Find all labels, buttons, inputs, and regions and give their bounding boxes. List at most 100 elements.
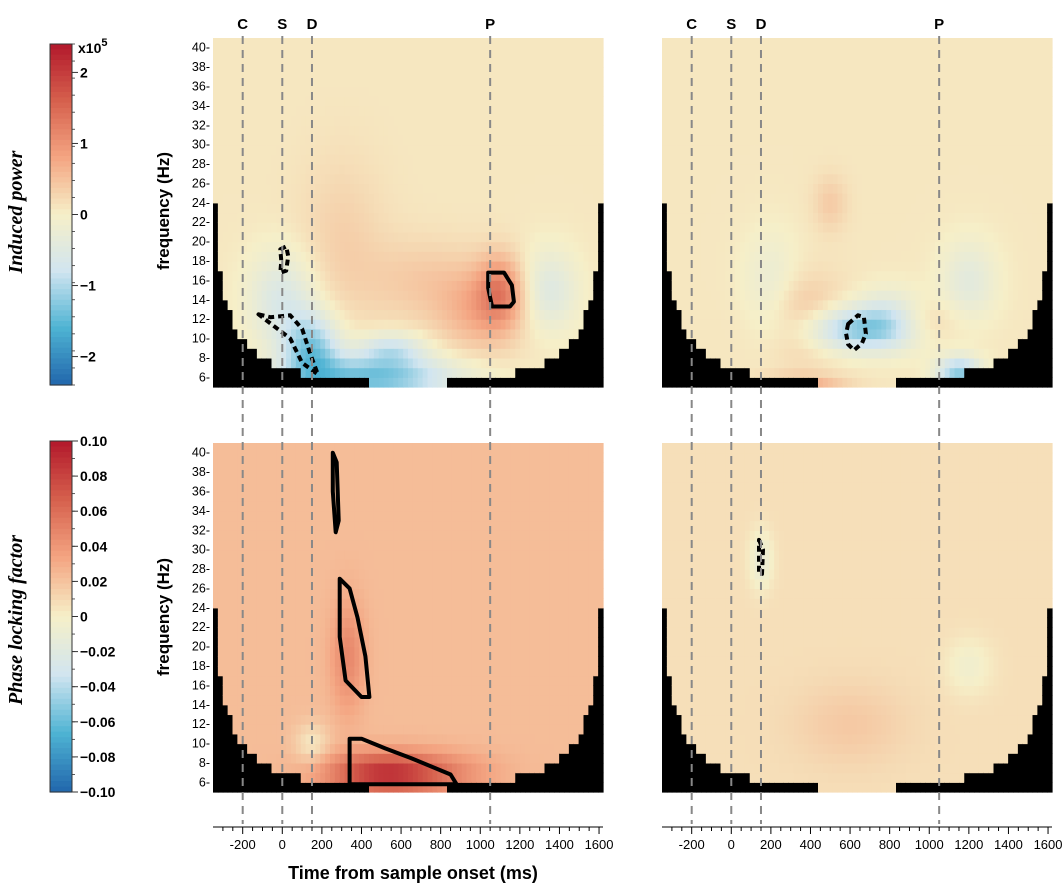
heatmap-cell bbox=[486, 328, 492, 340]
heatmap-cell bbox=[779, 193, 785, 204]
heatmap-cell bbox=[788, 241, 795, 252]
heatmap-cell bbox=[861, 260, 868, 272]
heatmap-cell bbox=[227, 164, 234, 175]
heatmap-cell bbox=[686, 348, 692, 359]
heatmap-cell bbox=[466, 319, 472, 330]
heatmap-cell bbox=[398, 47, 404, 58]
heatmap-cell bbox=[237, 86, 243, 97]
heatmap-cell bbox=[578, 338, 585, 349]
heatmap-cell bbox=[788, 183, 795, 194]
heatmap-cell bbox=[408, 309, 414, 320]
heatmap-cell bbox=[866, 319, 873, 330]
heatmap-cell bbox=[564, 309, 570, 320]
heatmap-cell bbox=[369, 251, 375, 262]
heatmap-cell bbox=[490, 348, 497, 359]
colorbar-cell bbox=[50, 81, 72, 88]
heatmap-cell bbox=[593, 202, 599, 214]
heatmap-cell bbox=[842, 38, 848, 49]
heatmap-cell bbox=[476, 86, 482, 97]
heatmap-cell bbox=[529, 280, 536, 291]
heatmap-cell bbox=[886, 241, 892, 252]
heatmap-cell bbox=[818, 260, 824, 272]
heatmap-cell bbox=[417, 96, 424, 107]
heatmap-cell bbox=[715, 96, 722, 107]
heatmap-cell bbox=[252, 290, 258, 301]
heatmap-cell bbox=[286, 67, 292, 78]
heatmap-cell bbox=[568, 309, 575, 320]
heatmap-cell bbox=[373, 134, 380, 146]
heatmap-cell bbox=[666, 348, 673, 359]
heatmap-cell bbox=[456, 115, 463, 126]
heatmap-cell bbox=[300, 319, 307, 330]
heatmap-cell bbox=[900, 86, 907, 97]
heatmap-cell bbox=[744, 144, 751, 155]
heatmap-cell bbox=[490, 47, 497, 58]
heatmap-cell bbox=[447, 319, 453, 330]
heatmap-cell bbox=[349, 222, 355, 233]
heatmap-cell bbox=[578, 319, 585, 330]
heatmap-cell bbox=[476, 115, 482, 126]
heatmap-cell bbox=[291, 280, 297, 291]
heatmap-cell bbox=[330, 202, 336, 214]
heatmap-cell bbox=[681, 38, 687, 49]
heatmap-cell bbox=[320, 367, 326, 378]
heatmap-cell bbox=[749, 290, 756, 301]
heatmap-cell bbox=[495, 241, 502, 252]
heatmap-cell bbox=[691, 57, 697, 68]
heatmap-cell bbox=[295, 164, 302, 175]
heatmap-cell bbox=[798, 212, 804, 223]
heatmap-cell bbox=[554, 377, 560, 388]
heatmap-cell bbox=[549, 309, 555, 320]
heatmap-cell bbox=[417, 357, 424, 369]
heatmap-cell bbox=[281, 193, 287, 204]
heatmap-cell bbox=[705, 319, 712, 330]
heatmap-cell bbox=[691, 212, 697, 223]
colorbar-cell bbox=[50, 665, 72, 672]
heatmap-cell bbox=[232, 319, 238, 330]
heatmap-cell bbox=[788, 222, 795, 233]
heatmap-cell bbox=[505, 241, 511, 252]
heatmap-cell bbox=[593, 38, 599, 49]
heatmap-cell bbox=[539, 125, 546, 136]
heatmap-cell bbox=[291, 251, 297, 262]
heatmap-cell bbox=[217, 105, 224, 117]
heatmap-cell bbox=[842, 173, 848, 185]
heatmap-cell bbox=[900, 38, 907, 49]
heatmap-cell bbox=[408, 251, 414, 262]
heatmap-cell bbox=[886, 231, 892, 243]
heatmap-cell bbox=[803, 357, 809, 369]
heatmap-cell bbox=[900, 47, 907, 58]
heatmap-cell bbox=[325, 47, 331, 58]
colorbar-cell bbox=[50, 161, 72, 168]
heatmap-cell bbox=[378, 260, 385, 272]
heatmap-cell bbox=[500, 67, 507, 78]
heatmap-cell bbox=[320, 222, 326, 233]
heatmap-cell bbox=[369, 338, 375, 349]
heatmap-cell bbox=[881, 319, 887, 330]
heatmap-cell bbox=[798, 76, 804, 88]
heatmap-cell bbox=[896, 38, 902, 49]
heatmap-cell bbox=[505, 222, 511, 233]
heatmap-cell bbox=[886, 222, 892, 233]
heatmap-cell bbox=[842, 134, 848, 146]
heatmap-cell bbox=[769, 299, 775, 311]
heatmap-cell bbox=[847, 328, 853, 340]
heatmap-cell bbox=[490, 67, 497, 78]
heatmap-cell bbox=[339, 183, 346, 194]
colorbar-cell bbox=[50, 682, 72, 689]
heatmap-cell bbox=[710, 377, 717, 388]
heatmap-cell bbox=[227, 377, 234, 388]
heatmap-cell bbox=[735, 67, 741, 78]
heatmap-cell bbox=[237, 309, 243, 320]
heatmap-cell bbox=[725, 290, 731, 301]
colorbar-cell bbox=[50, 501, 72, 508]
heatmap-cell bbox=[735, 154, 741, 165]
heatmap-cell bbox=[227, 86, 234, 97]
heatmap-cell bbox=[783, 105, 790, 117]
heatmap-cell bbox=[349, 96, 355, 107]
heatmap-cell bbox=[686, 290, 692, 301]
heatmap-cell bbox=[788, 57, 795, 68]
heatmap-cell bbox=[740, 144, 746, 155]
heatmap-cell bbox=[808, 231, 814, 243]
heatmap-cell bbox=[818, 309, 824, 320]
